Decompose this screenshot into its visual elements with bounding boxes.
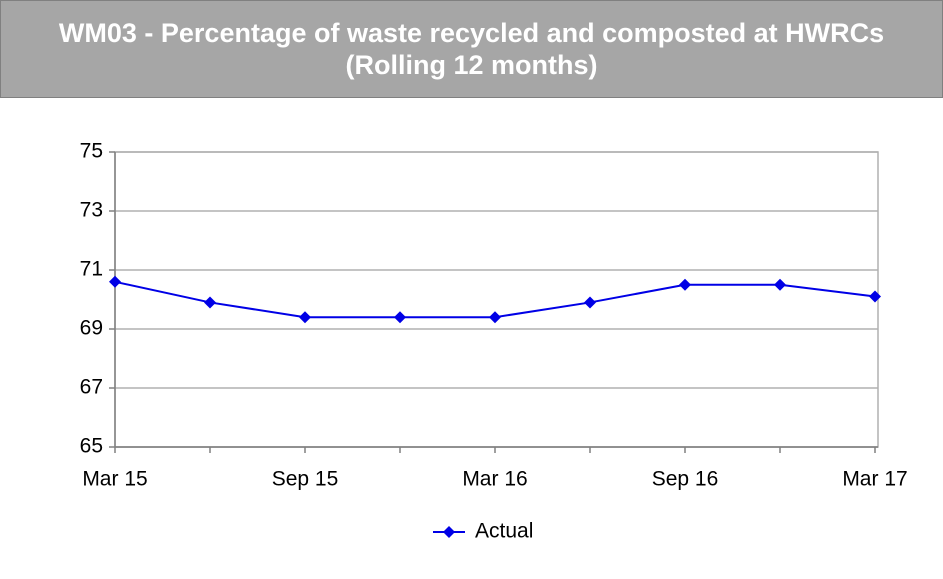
header-bar: WM03 - Percentage of waste recycled and … <box>0 0 943 98</box>
data-point <box>394 311 406 324</box>
data-point <box>869 290 881 303</box>
chart-title: WM03 - Percentage of waste recycled and … <box>58 18 885 80</box>
y-tick-label: 67 <box>80 376 103 399</box>
x-tick-label: Mar 17 <box>842 468 907 491</box>
y-tick-label: 71 <box>80 258 103 281</box>
y-tick-label: 65 <box>80 435 103 458</box>
data-point <box>584 296 596 309</box>
x-tick-label: Sep 15 <box>272 468 339 491</box>
data-point <box>204 296 216 309</box>
plot-frame <box>114 151 879 448</box>
y-tick-label: 73 <box>80 199 103 222</box>
data-point <box>489 311 501 324</box>
legend-label: Actual <box>475 520 533 543</box>
y-tick-label: 75 <box>80 140 103 163</box>
y-tick-label: 69 <box>80 317 103 340</box>
data-point <box>109 275 121 288</box>
data-point <box>774 278 786 291</box>
x-tick-label: Mar 15 <box>82 468 147 491</box>
legend-marker <box>443 526 455 538</box>
x-tick-label: Mar 16 <box>462 468 527 491</box>
data-point <box>679 278 691 291</box>
x-tick-label: Sep 16 <box>652 468 719 491</box>
data-point <box>299 311 311 324</box>
